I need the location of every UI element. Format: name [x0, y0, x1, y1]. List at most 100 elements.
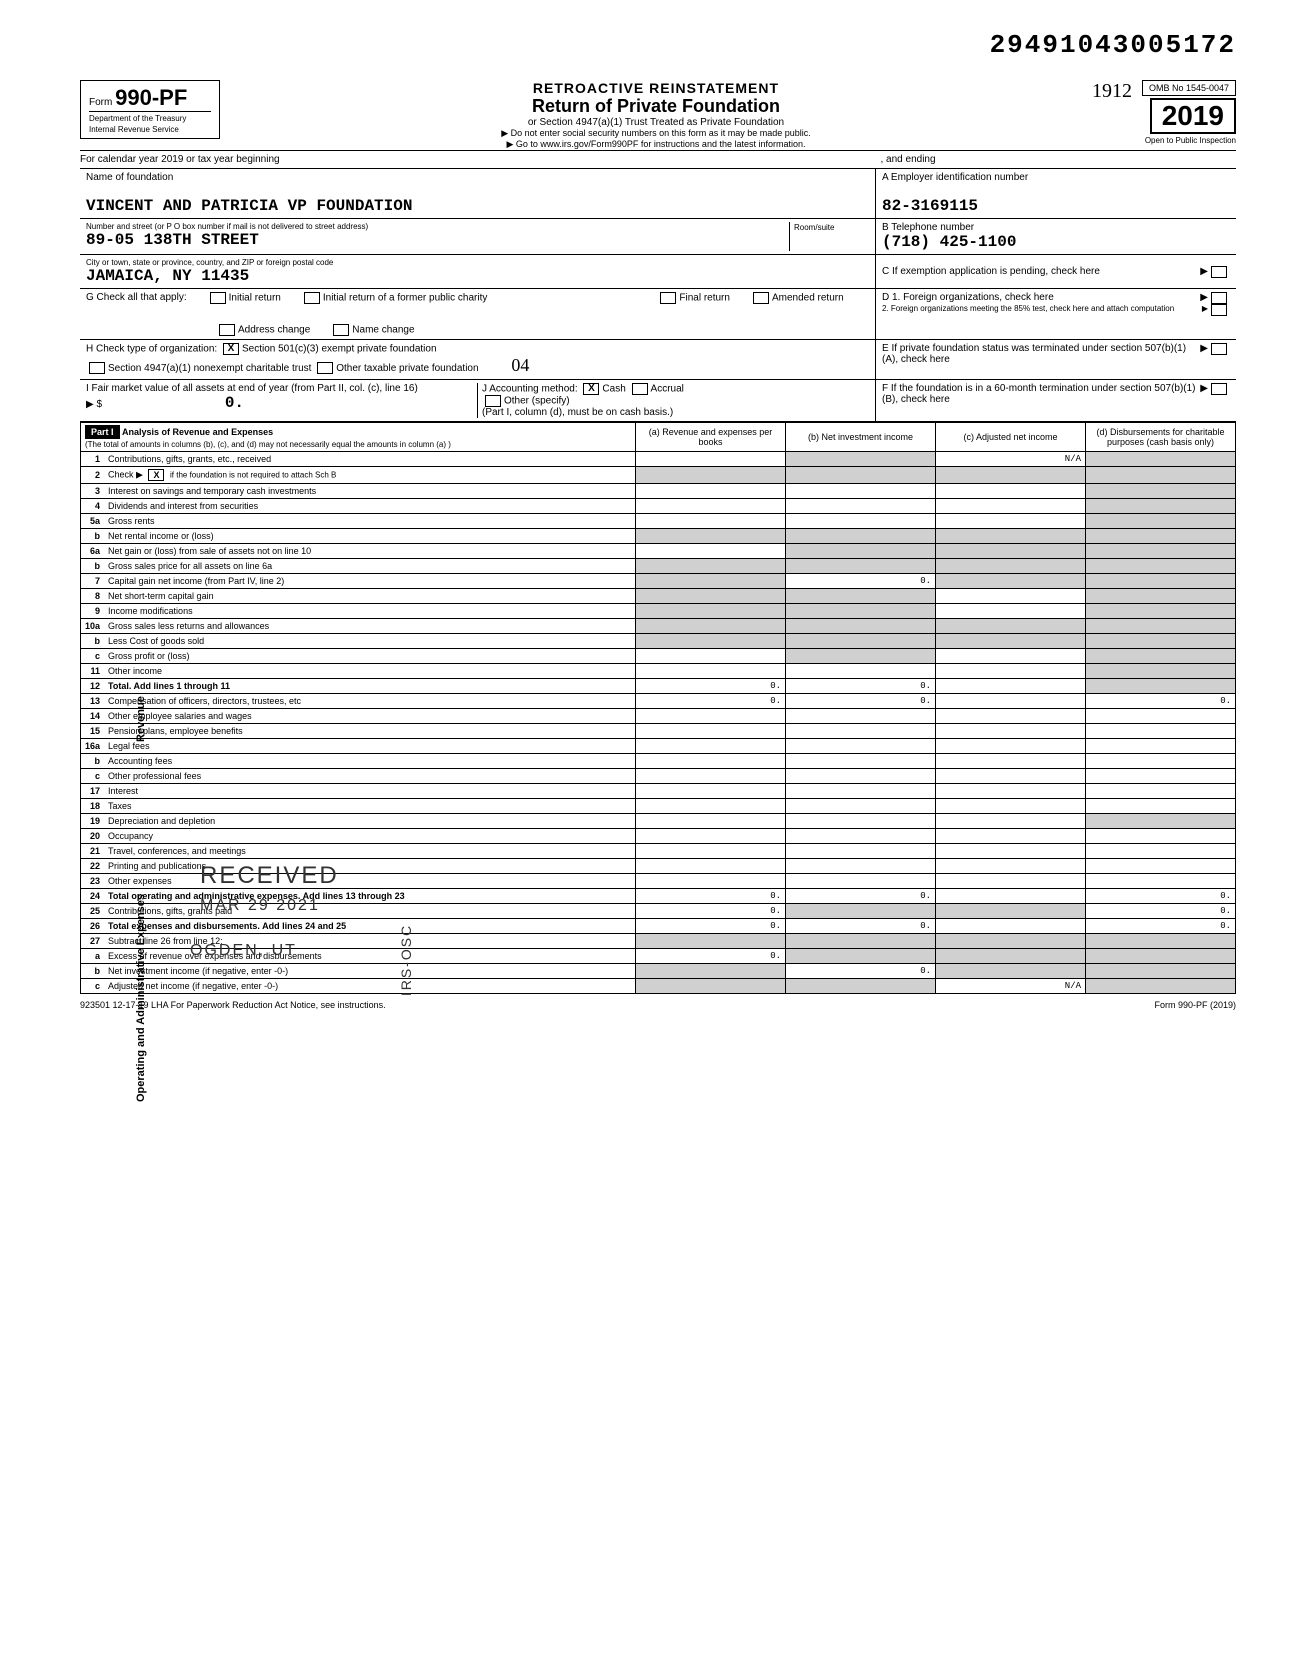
j-other: Other (specify) [504, 396, 570, 407]
h-o3: Other taxable private foundation [336, 363, 478, 374]
g-o4: Initial return of a former public charit… [323, 293, 488, 304]
form-label: Form [89, 97, 112, 108]
h-chk2[interactable] [89, 362, 105, 374]
r1: Contributions, gifts, grants, etc., rece… [104, 452, 635, 467]
g-label: G Check all that apply: [86, 292, 187, 304]
f-label: F If the foundation is in a 60-month ter… [882, 383, 1200, 418]
r4: Dividends and interest from securities [104, 499, 635, 514]
r14: Other employee salaries and wages [104, 709, 635, 724]
row-city-c: City or town, state or province, country… [80, 255, 1236, 289]
stamp-date: MAR 29 2021 [200, 897, 320, 915]
v13a: 0. [636, 694, 786, 709]
r6b: Gross sales price for all assets on line… [104, 559, 635, 574]
g-o1: Initial return [229, 293, 281, 304]
v26a: 0. [636, 919, 786, 934]
addr-label: Number and street (or P O box number if … [86, 222, 789, 231]
stamp-ogden: OGDEN, UT [190, 942, 297, 960]
r10c: Gross profit or (loss) [104, 649, 635, 664]
c-checkbox[interactable] [1211, 266, 1227, 278]
handwritten-code: 1912 [1092, 80, 1132, 103]
row-name-ein: Name of foundation VINCENT AND PATRICIA … [80, 169, 1236, 219]
r19: Depreciation and depletion [104, 814, 635, 829]
d1-chk[interactable] [1211, 292, 1227, 304]
r26: Total expenses and disbursements. Add li… [104, 919, 635, 934]
v26d: 0. [1086, 919, 1236, 934]
subtitle: or Section 4947(a)(1) Trust Treated as P… [230, 117, 1082, 128]
stamp-irs-osc: IRS-OSC [398, 924, 414, 996]
j-cash: Cash [602, 384, 625, 395]
f-chk[interactable] [1211, 383, 1227, 395]
g-o6: Name change [352, 325, 414, 336]
r16a: Legal fees [104, 739, 635, 754]
form-box: Form 990-PF Department of the Treasury I… [80, 80, 220, 139]
r27: Subtract line 26 from line 12: [104, 934, 635, 949]
i-prefix: ▶ $ [86, 399, 102, 410]
r23: Other expenses [104, 874, 635, 889]
name-label: Name of foundation [86, 172, 869, 183]
side-expenses: Operating and Administrative Expenses [135, 894, 147, 1102]
r27b: Net investment income (if negative, ente… [104, 964, 635, 979]
h-o2: Section 4947(a)(1) nonexempt charitable … [108, 363, 311, 374]
instr-2: ▶ Go to www.irs.gov/Form990PF for instru… [230, 139, 1082, 150]
footer: 923501 12-17-19 LHA For Paperwork Reduct… [80, 1000, 1236, 1010]
j-acc-chk[interactable] [632, 383, 648, 395]
d1: D 1. Foreign organizations, check here [882, 292, 1200, 304]
r15: Pension plans, employee benefits [104, 724, 635, 739]
v12a: 0. [636, 679, 786, 694]
chk-former[interactable] [304, 292, 320, 304]
chk-name[interactable] [333, 324, 349, 336]
r27a: Excess of revenue over expenses and disb… [104, 949, 635, 964]
dept: Department of the Treasury [89, 111, 211, 123]
r8: Net short-term capital gain [104, 589, 635, 604]
r27c: Adjusted net income (if negative, enter … [104, 979, 635, 994]
e-chk[interactable] [1211, 343, 1227, 355]
i-label: I Fair market value of all assets at end… [86, 383, 473, 394]
header-row: Form 990-PF Department of the Treasury I… [80, 80, 1236, 150]
stamp-received: RECEIVED [200, 862, 339, 890]
h-chk1[interactable]: X [223, 343, 239, 355]
v7b: 0. [786, 574, 936, 589]
footer-left: 923501 12-17-19 LHA For Paperwork Reduct… [80, 1000, 386, 1010]
v24d: 0. [1086, 889, 1236, 904]
calendar-line: For calendar year 2019 or tax year begin… [80, 150, 1236, 169]
phone-value: (718) 425-1100 [882, 233, 1230, 251]
c-label: C If exemption application is pending, c… [882, 266, 1200, 277]
cal-prefix: For calendar year 2019 or tax year begin… [80, 154, 280, 165]
v25a: 0. [636, 904, 786, 919]
row-g-d: G Check all that apply: Initial return I… [80, 289, 1236, 340]
g-o2: Final return [679, 293, 730, 304]
d2-chk[interactable] [1211, 304, 1227, 316]
r11: Other income [104, 664, 635, 679]
part1-label: Part I [85, 425, 120, 439]
r21: Travel, conferences, and meetings [104, 844, 635, 859]
j-cash-chk[interactable]: X [583, 383, 599, 395]
r2-chk[interactable]: X [148, 469, 164, 481]
city-label: City or town, state or province, country… [86, 258, 869, 267]
r2b: if the foundation is not required to att… [170, 470, 336, 479]
r9: Income modifications [104, 604, 635, 619]
chk-addr[interactable] [219, 324, 235, 336]
r6a: Net gain or (loss) from sale of assets n… [104, 544, 635, 559]
chk-initial[interactable] [210, 292, 226, 304]
j-other-chk[interactable] [485, 395, 501, 407]
r13: Compensation of officers, directors, tru… [104, 694, 635, 709]
room-label: Room/suite [794, 223, 834, 232]
v24a: 0. [636, 889, 786, 904]
r5a: Gross rents [104, 514, 635, 529]
chk-amend[interactable] [753, 292, 769, 304]
ein-label: A Employer identification number [882, 172, 1230, 183]
year: 2019 [1150, 98, 1236, 134]
v26b: 0. [786, 919, 936, 934]
v1c: N/A [936, 452, 1086, 467]
h-label: H Check type of organization: [86, 344, 217, 355]
h-hand: 04 [511, 355, 529, 375]
chk-final[interactable] [660, 292, 676, 304]
row-addr-phone: Number and street (or P O box number if … [80, 219, 1236, 255]
v13d: 0. [1086, 694, 1236, 709]
cal-mid: , and ending [880, 154, 935, 165]
footer-right: Form 990-PF (2019) [1154, 1000, 1236, 1010]
street: 89-05 138TH STREET [86, 231, 789, 249]
doc-number: 29491043005172 [80, 30, 1236, 60]
ein-value: 82-3169115 [882, 197, 1230, 215]
h-chk3[interactable] [317, 362, 333, 374]
